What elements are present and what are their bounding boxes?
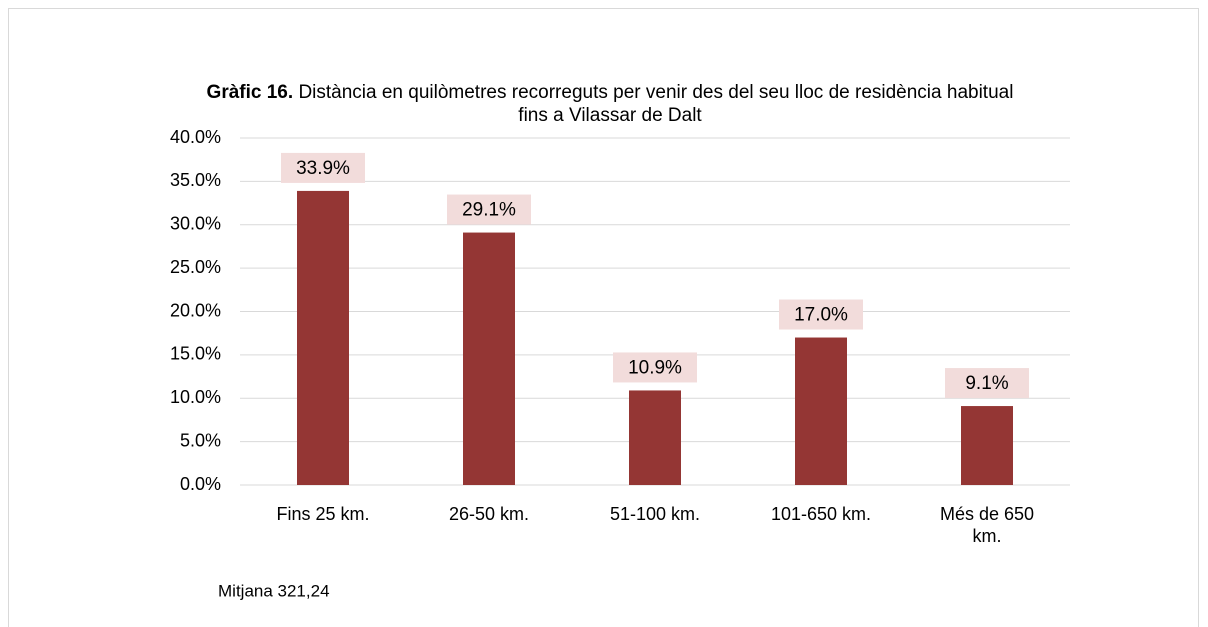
data-label-background <box>779 299 863 330</box>
bar <box>795 337 847 485</box>
y-tick-label: 15.0% <box>170 344 221 364</box>
bar <box>629 390 681 485</box>
y-tick-label: 20.0% <box>170 300 221 320</box>
note: Mitjana 321,24 <box>218 581 330 600</box>
data-label-background <box>447 194 531 225</box>
bar <box>961 406 1013 485</box>
title-line: fins a Vilassar de Dalt <box>518 105 702 126</box>
data-label: 17.0% <box>794 305 848 326</box>
x-tick-label: Fins 25 km. <box>276 504 370 524</box>
x-tick-label: 51-100 km. <box>609 504 701 524</box>
y-tick-label: 35.0% <box>170 170 221 190</box>
y-tick-label: 25.0% <box>170 257 221 277</box>
data-label: 10.9% <box>628 357 682 378</box>
bar <box>297 190 349 486</box>
y-tick-label: 30.0% <box>170 214 221 234</box>
y-tick-label: 40.0% <box>170 127 221 147</box>
chart-border <box>8 8 1199 627</box>
chart-title: Gràfic 16. Distància en quilòmetres reco… <box>207 82 1014 103</box>
data-label-background <box>613 352 697 383</box>
data-label: 29.1% <box>462 200 516 221</box>
x-tick-label: 26-50 km. <box>448 504 530 524</box>
y-tick-label: 5.0% <box>180 430 221 450</box>
x-tick-label: Més de 650 km. <box>939 504 1035 546</box>
y-tick-label: 0.0% <box>180 474 221 494</box>
y-tick-label: 10.0% <box>170 387 221 407</box>
x-tick-label: 101-650 km. <box>770 504 872 524</box>
bar <box>463 232 515 485</box>
title-line: Distància en quilòmetres recorreguts per… <box>298 82 1013 103</box>
data-label-background <box>945 368 1029 399</box>
title-label: Gràfic 16. <box>207 82 294 103</box>
data-label-background <box>281 152 365 183</box>
data-label: 9.1% <box>965 373 1008 394</box>
data-label: 33.9% <box>296 158 350 179</box>
